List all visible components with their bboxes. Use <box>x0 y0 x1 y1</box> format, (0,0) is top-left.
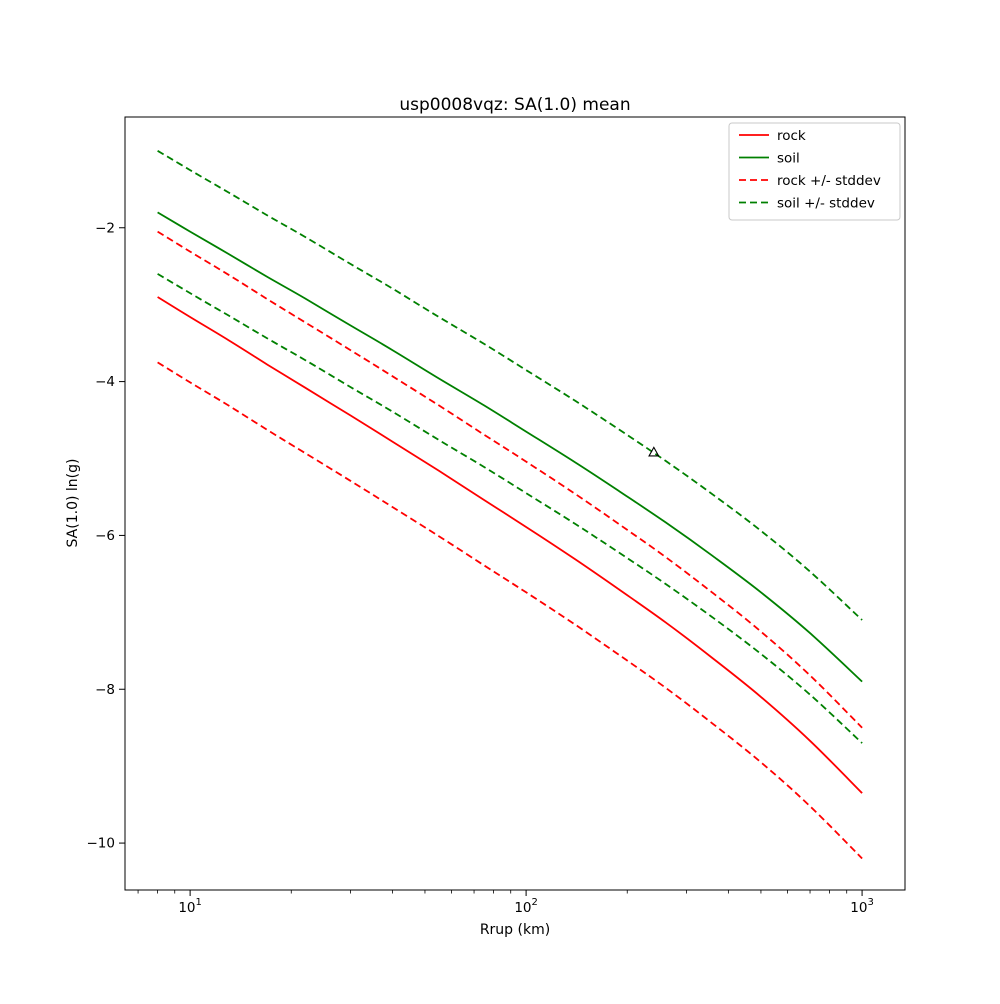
series-rock-stddev <box>157 230 863 729</box>
x-axis-label: Rrup (km) <box>480 922 550 938</box>
series-rock <box>157 296 863 794</box>
plot-border <box>124 116 906 891</box>
x-tick-label: 102 <box>514 897 538 916</box>
marker-layer <box>648 446 660 457</box>
series-soil-stddev <box>157 150 863 621</box>
y-tick-label: −4 <box>95 374 115 390</box>
x-tick-label: 101 <box>178 897 202 916</box>
curves-layer <box>157 150 863 860</box>
y-tick-label: −8 <box>95 682 115 698</box>
y-tick-label: −2 <box>95 220 115 236</box>
series-soil <box>157 211 863 683</box>
legend-entry-label: rock +/- stddev <box>777 173 881 189</box>
chart-title: usp0008vqz: SA(1.0) mean <box>399 95 630 115</box>
legend: rock soil rock +/- stddev soil +/- stddev <box>728 122 901 221</box>
y-tick-label: −10 <box>87 836 116 852</box>
x-tick-label: 103 <box>850 897 874 916</box>
legend-box <box>728 122 901 221</box>
series-rock-stddev <box>157 361 863 860</box>
axes-layer: 101 102 103 −2 −4 −6 −8 −10 <box>87 116 906 916</box>
legend-entry-label: soil <box>777 151 800 167</box>
y-tick-label: −6 <box>95 528 115 544</box>
legend-entry-label: soil +/- stddev <box>777 196 875 212</box>
legend-entry-label: rock <box>777 128 806 144</box>
series-soil-stddev <box>157 273 863 744</box>
triangle-marker <box>648 446 660 457</box>
y-axis-label: SA(1.0) ln(g) <box>65 459 81 548</box>
